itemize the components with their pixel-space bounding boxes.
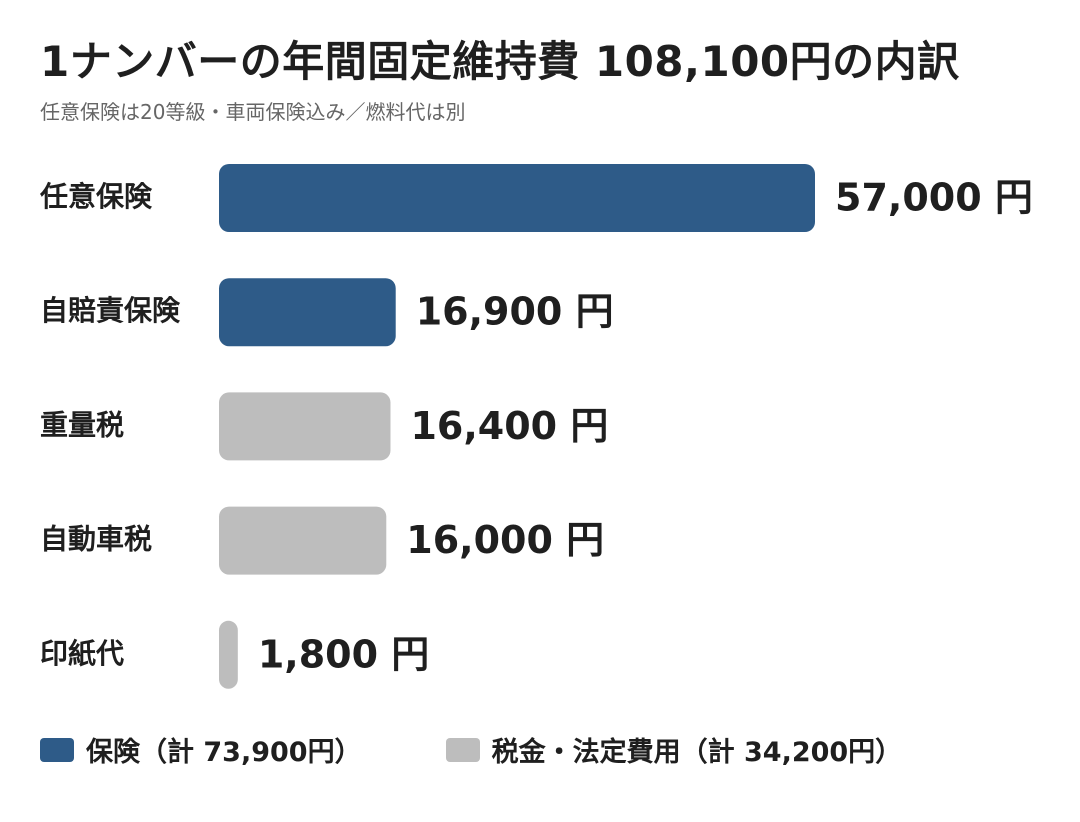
value-label: 57,000 円: [835, 176, 1033, 220]
legend-item-insurance: 保険（計 73,900円）: [40, 730, 362, 769]
legend-label-tax: 税金・法定費用（計 34,200円）: [491, 737, 903, 768]
value-label: 16,900 円: [416, 290, 614, 334]
legend-label-insurance: 保険（計 73,900円）: [86, 737, 362, 768]
category-label: 重量税: [40, 408, 124, 441]
bar: [219, 392, 391, 461]
category-label: 印紙代: [40, 637, 124, 670]
legend-swatch-tax: [445, 737, 480, 762]
chart-subtitle: 任意保険は20等級・車両保険込み／燃料代は別: [40, 100, 466, 124]
bar: [219, 278, 396, 347]
legend-item-tax: 税金・法定費用（計 34,200円）: [445, 730, 903, 769]
legend-swatch-insurance: [40, 737, 74, 762]
bar: [219, 620, 238, 689]
category-label: 自動車税: [40, 523, 152, 556]
bar: [219, 506, 387, 575]
legend: 保険（計 73,900円） 税金・法定費用（計 34,200円）: [40, 730, 986, 769]
category-label: 任意保険: [39, 180, 153, 213]
value-label: 16,400 円: [410, 404, 608, 448]
bar: [219, 164, 815, 232]
value-label: 16,000 円: [406, 518, 604, 562]
category-label: 自賠責保険: [40, 294, 181, 327]
chart-title: 1ナンバーの年間固定維持費 108,100円の内訳: [40, 37, 960, 86]
value-label: 1,800 円: [258, 632, 429, 676]
